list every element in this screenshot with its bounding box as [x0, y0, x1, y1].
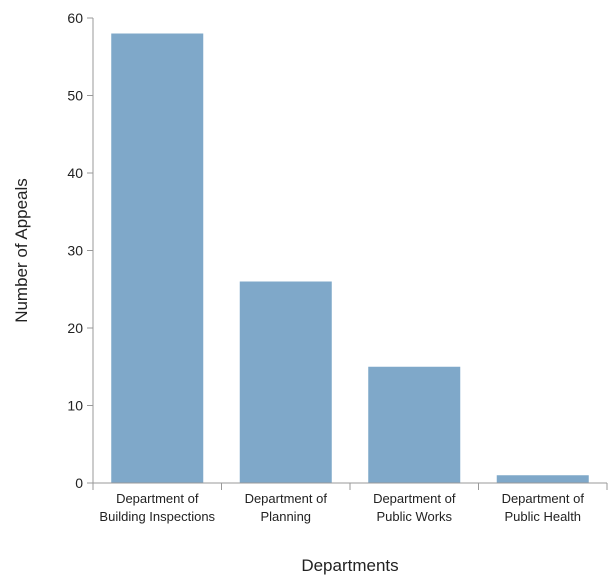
x-axis-title: Departments	[301, 556, 398, 575]
y-tick-label-60: 60	[67, 10, 83, 26]
y-tick-label-30: 30	[67, 243, 83, 259]
y-tick-label-50: 50	[67, 88, 83, 104]
category-label-1: Department of Planning	[245, 491, 328, 524]
category-label-2: Department of Public Works	[373, 491, 456, 524]
bar-2	[368, 366, 461, 483]
y-axis-ticks: 0 10 20 30 40 50 60	[67, 10, 93, 491]
x-axis-ticks	[92, 483, 608, 490]
category-labels: Department of Building Inspections Departm…	[99, 491, 584, 524]
category-label-3: Department of Public Health	[502, 491, 585, 524]
bar-1	[239, 281, 332, 483]
y-axis-title: Number of Appeals	[12, 178, 31, 323]
bar-3	[496, 475, 589, 483]
bar-0	[111, 33, 204, 483]
y-tick-label-0: 0	[75, 475, 83, 491]
bars	[111, 33, 589, 483]
category-label-0: Department of Building Inspections	[99, 491, 215, 524]
y-tick-label-40: 40	[67, 165, 83, 181]
y-tick-label-10: 10	[67, 398, 83, 414]
y-tick-label-20: 20	[67, 320, 83, 336]
